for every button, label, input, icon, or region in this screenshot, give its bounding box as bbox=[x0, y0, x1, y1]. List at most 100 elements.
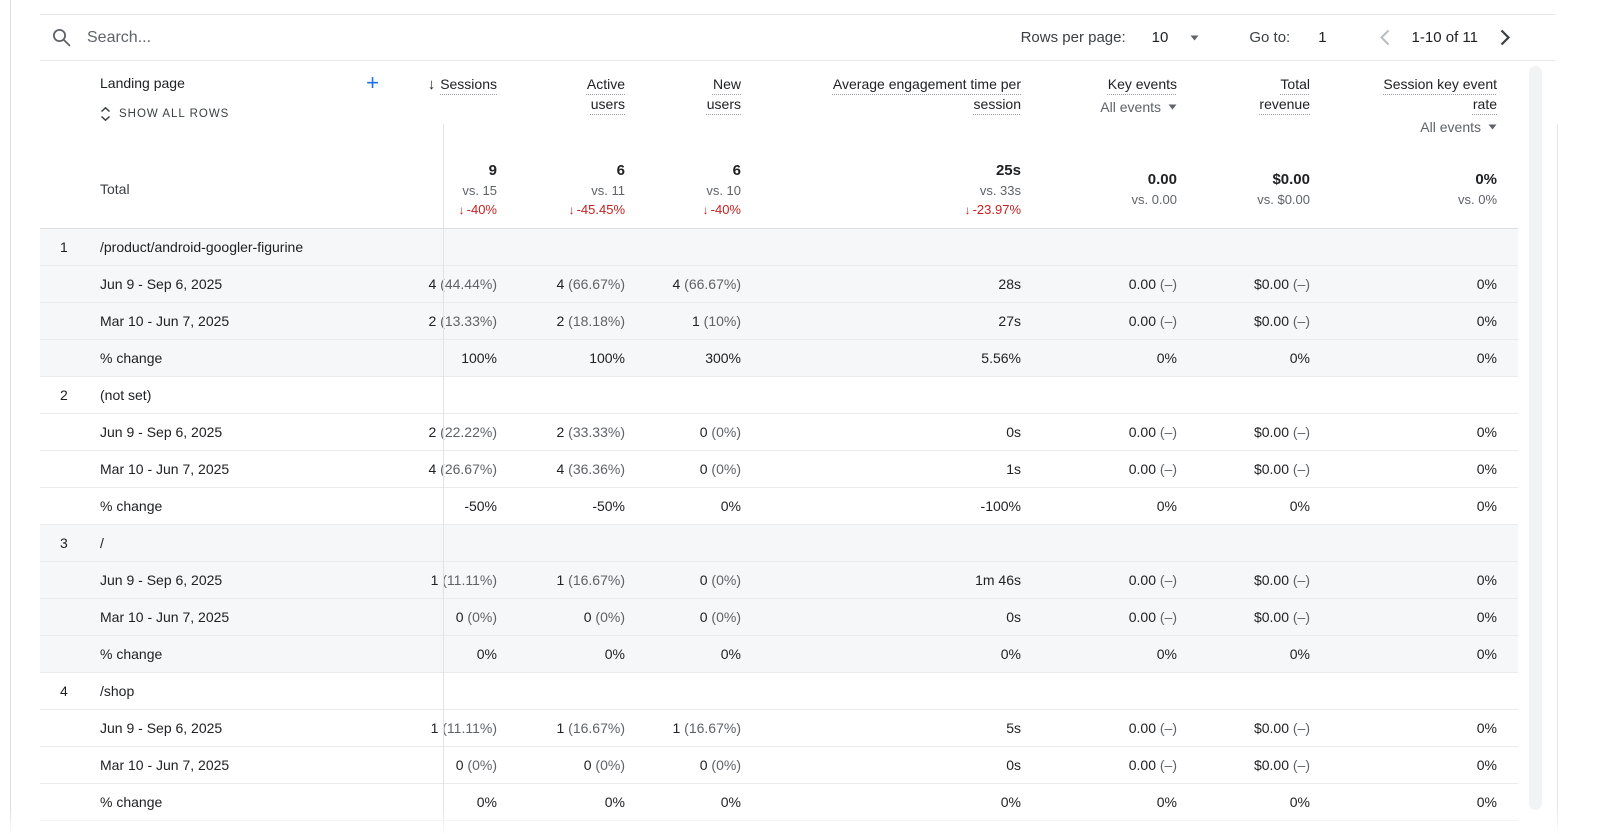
column-header-label: Key events bbox=[1107, 76, 1177, 92]
metric-cell: -50% bbox=[592, 498, 625, 514]
metric-cell: 0% bbox=[1156, 498, 1177, 514]
search-area bbox=[52, 27, 409, 48]
column-header-key-events[interactable]: Key events All events bbox=[1034, 62, 1190, 150]
row-label: Mar 10 - Jun 7, 2025 bbox=[100, 313, 230, 329]
metric-cell: 0% bbox=[1476, 609, 1497, 625]
metric-cell: 0% bbox=[1476, 757, 1497, 773]
metric-cell: 0% bbox=[1000, 646, 1021, 662]
dropdown-caret-icon bbox=[1190, 35, 1199, 40]
metric-cell: 4 (36.36%) bbox=[556, 461, 626, 477]
metric-cell: 0% bbox=[1476, 424, 1497, 440]
total-metric-cell: 0.00 vs. 0.00 bbox=[1131, 171, 1177, 207]
metric-cell: 1 (11.11%) bbox=[430, 572, 497, 588]
metric-cell: 100% bbox=[461, 350, 497, 366]
metric-cell: 0.00 (–) bbox=[1128, 757, 1177, 773]
metric-cell: 0 (0%) bbox=[699, 757, 741, 773]
metric-cell: 0s bbox=[1006, 757, 1021, 773]
metric-cell: 0.00 (–) bbox=[1128, 720, 1177, 736]
percent-change-row: % change 0% 0% 0% 0% 0% 0% 0% bbox=[40, 636, 1518, 673]
metric-cell: 4 (66.67%) bbox=[672, 276, 742, 292]
goto-page-value[interactable]: 1 bbox=[1318, 29, 1327, 46]
column-header-label: Average engagement time per session bbox=[832, 76, 1021, 112]
metric-cell: 0% bbox=[1476, 313, 1497, 329]
rows-per-page-value: 10 bbox=[1151, 29, 1169, 46]
column-header-new-users[interactable]: New users bbox=[638, 62, 754, 150]
metric-cell: 0 (0%) bbox=[583, 609, 625, 625]
column-header-label: New users bbox=[706, 76, 741, 112]
row-label: % change bbox=[100, 646, 163, 662]
row-label: Jun 9 - Sep 6, 2025 bbox=[100, 276, 223, 292]
metric-cell: 4 (26.67%) bbox=[428, 461, 498, 477]
metric-cell: 0.00 (–) bbox=[1128, 276, 1177, 292]
metric-cell: 0% bbox=[720, 646, 741, 662]
metric-cell: $0.00 (–) bbox=[1253, 572, 1310, 588]
goto-page-label: Go to: bbox=[1249, 29, 1291, 46]
metric-cell: $0.00 (–) bbox=[1253, 313, 1310, 329]
metric-cell: 0% bbox=[604, 794, 625, 810]
metric-cell: 0 (0%) bbox=[455, 609, 497, 625]
group-header-row: 1/product/android-googler-figurine bbox=[40, 229, 1518, 266]
next-page-button[interactable] bbox=[1498, 27, 1513, 48]
metric-cell: 0% bbox=[1476, 498, 1497, 514]
key-event-selector[interactable]: All events bbox=[1034, 97, 1177, 117]
column-header-sessions[interactable]: ↓ Sessions bbox=[403, 62, 510, 150]
metric-cell: 0% bbox=[1000, 794, 1021, 810]
row-number: 3 bbox=[60, 535, 68, 551]
column-header-session-key-event-rate[interactable]: Session key event rate All events bbox=[1323, 62, 1518, 150]
date-range-row: Jun 9 - Sep 6, 2025 1 (11.11%) 1 (16.67%) 0… bbox=[40, 562, 1518, 599]
column-header-active-users[interactable]: Active users bbox=[510, 62, 638, 150]
metric-cell: 1 (10%) bbox=[691, 313, 741, 329]
rows-per-page-label: Rows per page: bbox=[1020, 29, 1126, 46]
row-number: 2 bbox=[60, 387, 68, 403]
metric-cell: 0% bbox=[720, 498, 741, 514]
metric-cell: 0% bbox=[1289, 498, 1310, 514]
key-event-selector[interactable]: All events bbox=[1323, 117, 1497, 137]
total-row: Total 9 vs. 15 ↓ -40% 6 vs. 11 ↓ -45.45% 6 vs. 10… bbox=[40, 150, 1518, 229]
metric-cell: 2 (18.18%) bbox=[556, 313, 626, 329]
arrow-down-icon: ↓ bbox=[702, 202, 709, 217]
search-input[interactable] bbox=[85, 27, 409, 48]
column-header-average-engagement-time-per-session[interactable]: Average engagement time per session bbox=[754, 62, 1034, 150]
row-label: Jun 9 - Sep 6, 2025 bbox=[100, 720, 223, 736]
total-label: Total bbox=[100, 181, 130, 197]
metric-cell: 0% bbox=[1156, 350, 1177, 366]
plus-icon: + bbox=[366, 70, 379, 95]
metric-cell: 28s bbox=[998, 276, 1021, 292]
chevron-left-icon bbox=[1379, 29, 1389, 46]
percent-change-row: % change 0% 0% 0% 0% 0% 0% 0% bbox=[40, 784, 1518, 821]
show-all-rows-button[interactable]: SHOW ALL ROWS bbox=[100, 107, 229, 121]
unfold-more-icon bbox=[100, 107, 111, 121]
search-icon bbox=[53, 29, 71, 47]
metric-cell: 1 (16.67%) bbox=[556, 572, 626, 588]
metric-cell: 5s bbox=[1006, 720, 1021, 736]
metric-cell: 0% bbox=[1289, 350, 1310, 366]
dropdown-caret-icon bbox=[1168, 104, 1177, 110]
landing-page-name: /product/android-googler-figurine bbox=[100, 239, 304, 255]
arrow-down-icon: ↓ bbox=[458, 202, 465, 217]
metric-cell: 0% bbox=[1476, 276, 1497, 292]
date-range-row: Mar 10 - Jun 7, 2025 4 (26.67%) 4 (36.36%)… bbox=[40, 451, 1518, 488]
landing-page-name: / bbox=[100, 535, 104, 551]
column-header-total-revenue[interactable]: Total revenue bbox=[1190, 62, 1323, 150]
total-metric-cell: 6 vs. 11 ↓ -45.45% bbox=[568, 161, 625, 217]
metric-cell: 0.00 (–) bbox=[1128, 609, 1177, 625]
metric-cell: $0.00 (–) bbox=[1253, 424, 1310, 440]
row-label: Mar 10 - Jun 7, 2025 bbox=[100, 757, 230, 773]
metric-cell: 2 (22.22%) bbox=[428, 424, 498, 440]
dimension-header-label[interactable]: Landing page bbox=[100, 75, 185, 91]
metric-cell: 0 (0%) bbox=[455, 757, 497, 773]
date-range-row: Jun 9 - Sep 6, 2025 2 (22.22%) 2 (33.33%) 0… bbox=[40, 414, 1518, 451]
show-all-rows-label: SHOW ALL ROWS bbox=[119, 108, 230, 120]
scrollbar-track[interactable] bbox=[1529, 66, 1542, 810]
previous-page-button[interactable] bbox=[1377, 27, 1392, 48]
metric-cell: 0% bbox=[1476, 461, 1497, 477]
total-metric-cell: 25s vs. 33s ↓ -23.97% bbox=[964, 161, 1021, 217]
metric-cell: 0% bbox=[476, 646, 497, 662]
metric-cell: 0% bbox=[1289, 646, 1310, 662]
row-number: 4 bbox=[60, 683, 68, 699]
add-dimension-button[interactable]: + bbox=[366, 72, 379, 94]
dimension-header-cell: Landing page + SHOW ALL ROWS bbox=[40, 62, 403, 150]
rows-per-page-select[interactable]: 10 bbox=[1152, 29, 1200, 46]
landing-page-name: (not set) bbox=[100, 387, 152, 403]
